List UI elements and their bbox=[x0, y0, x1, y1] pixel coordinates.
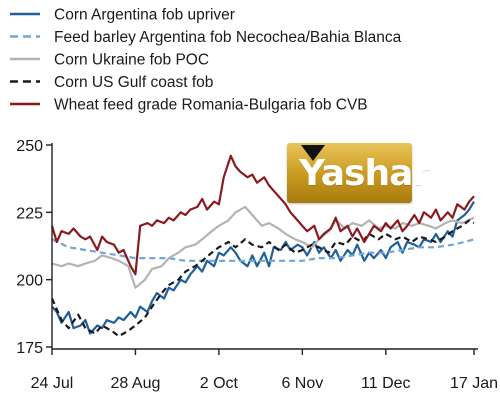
legend-label: Corn Argentina fob upriver bbox=[54, 7, 235, 24]
x-tick-label: 2 Oct bbox=[200, 375, 239, 392]
y-tick-label: 175 bbox=[16, 340, 43, 357]
chart-axes bbox=[51, 143, 478, 350]
legend-item-wheat-feed-grade-romania-bulgaria-fob-cvb: Wheat feed grade Romania-Bulgaria fob CV… bbox=[10, 97, 368, 114]
series-lines bbox=[50, 154, 475, 338]
series-line-wheat-feed-grade-romania-bulgaria-fob-cvb bbox=[50, 154, 475, 276]
legend-label: Corn Ukraine fob POC bbox=[54, 52, 209, 69]
legend-label: Corn US Gulf coast fob bbox=[54, 74, 213, 91]
x-tick-label: 11 Dec bbox=[361, 375, 411, 392]
x-tick-label: 6 Nov bbox=[281, 375, 323, 392]
y-tick-label: 225 bbox=[16, 205, 43, 222]
chart-legend: Corn Argentina fob upriver Feed barley Ar… bbox=[10, 7, 402, 114]
logo-mark-icon bbox=[301, 145, 325, 161]
x-tick-label: 24 Jul bbox=[31, 375, 74, 392]
watermark-logo: Yashar bbox=[287, 143, 430, 203]
y-tick-label: 250 bbox=[16, 138, 43, 155]
legend-item-corn-argentina-fob-upriver: Corn Argentina fob upriver bbox=[10, 7, 235, 24]
legend-label: Feed barley Argentina fob Necochea/Bahia… bbox=[54, 29, 402, 46]
legend-item-feed-barley-argentina-fob-necochea-bahia-blanca: Feed barley Argentina fob Necochea/Bahia… bbox=[10, 29, 402, 46]
series-line-feed-barley-argentina-fob-necochea-bahia-blanca bbox=[51, 238, 475, 262]
y-axis-ticks: 175 200 225 250 bbox=[16, 138, 52, 357]
legend-item-corn-us-gulf-coast-fob: Corn US Gulf coast fob bbox=[10, 74, 213, 91]
watermark-text: Yashar bbox=[299, 153, 430, 194]
x-tick-label: 28 Aug bbox=[111, 375, 161, 392]
y-tick-label: 200 bbox=[16, 273, 43, 290]
series-line-corn-us-gulf-coast-fob bbox=[50, 219, 475, 338]
x-tick-label: 17 Jan bbox=[450, 375, 498, 392]
legend-label: Wheat feed grade Romania-Bulgaria fob CV… bbox=[54, 97, 368, 114]
legend-item-corn-ukraine-fob-poc: Corn Ukraine fob POC bbox=[10, 52, 209, 69]
x-axis-ticks: 24 Jul 28 Aug 2 Oct 6 Nov 11 Dec 17 Jan bbox=[31, 349, 498, 392]
